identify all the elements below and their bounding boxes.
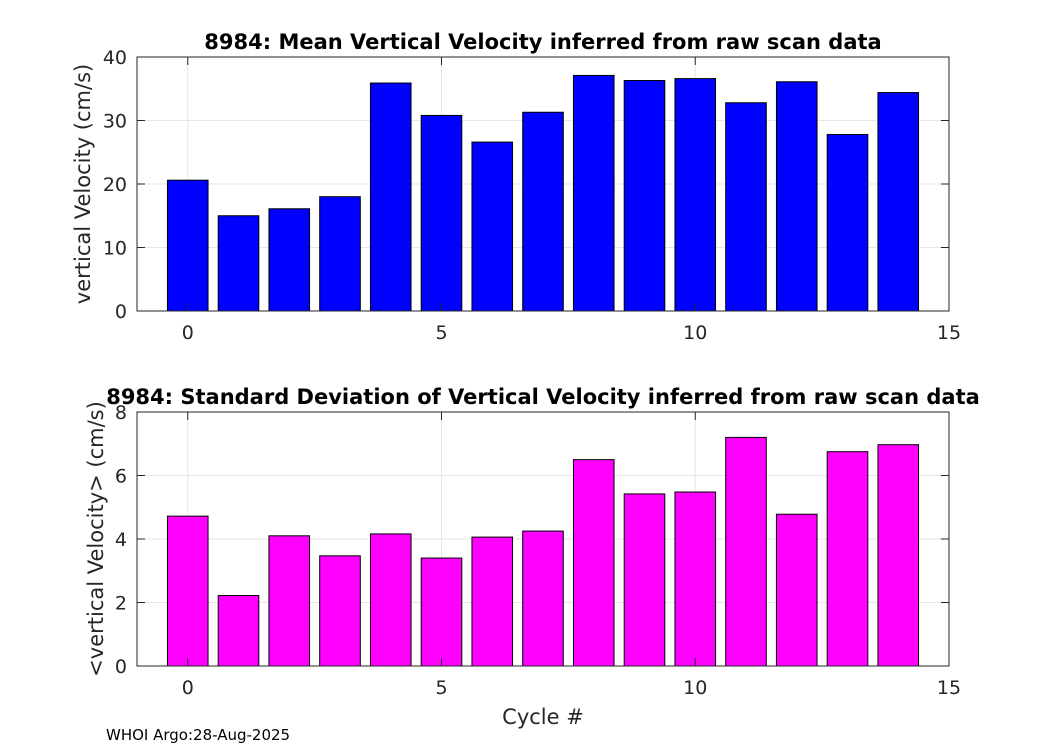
chart2-bar <box>775 513 818 667</box>
chart2-title: 8984: Standard Deviation of Vertical Vel… <box>106 385 980 409</box>
chart2-ylabel: <vertical Velocity> (cm/s) <box>84 401 108 677</box>
chart1-ytick-label: 30 <box>103 111 127 133</box>
chart1-bar <box>166 179 209 312</box>
chart2-bar <box>623 493 666 667</box>
chart1-xtick-label: 5 <box>435 322 447 344</box>
chart2-bar <box>319 555 361 667</box>
chart1-ytick-label: 10 <box>103 238 127 260</box>
footer-credit: WHOI Argo:28-Aug-2025 <box>106 726 291 744</box>
chart2-bar <box>471 536 514 667</box>
chart2-bar <box>877 444 920 667</box>
chart1-bar <box>826 133 869 312</box>
chart2-xlabel: Cycle # <box>502 705 584 729</box>
chart2-ytick-label: 2 <box>115 593 127 615</box>
chart1-bar <box>775 81 818 312</box>
chart1-xtick-label: 10 <box>683 322 707 344</box>
chart1-ytick-label: 40 <box>103 47 127 69</box>
chart1-bar <box>877 92 920 312</box>
chart1-bar <box>471 141 514 312</box>
chart2-xtick-label: 15 <box>937 677 961 699</box>
chart2-xtick-label: 10 <box>683 677 707 699</box>
chart1-bar <box>572 74 615 312</box>
chart1-xtick-label: 15 <box>937 322 961 344</box>
chart1-bar <box>268 208 311 312</box>
chart2-ytick-label: 0 <box>115 656 127 678</box>
chart1-bar <box>420 114 463 312</box>
chart1-ytick-label: 20 <box>103 174 127 196</box>
chart1-xtick-label: 0 <box>182 322 194 344</box>
chart1-bar <box>369 82 412 312</box>
chart2-ytick-label: 6 <box>115 466 127 488</box>
chart2-bar <box>420 557 463 667</box>
chart2-xtick-label: 5 <box>435 677 447 699</box>
chart2-bar <box>166 515 209 667</box>
chart1-bar <box>623 79 666 312</box>
chart2-bar <box>268 535 311 667</box>
chart2-bar <box>674 491 717 667</box>
chart2-xtick-label: 0 <box>182 677 194 699</box>
chart2-bar <box>725 436 767 667</box>
chart1-ytick-label: 0 <box>115 301 127 323</box>
chart1-bar <box>674 78 717 312</box>
chart2-bar <box>369 533 412 667</box>
chart1-bar <box>319 196 361 312</box>
chart1-title: 8984: Mean Vertical Velocity inferred fr… <box>204 30 881 54</box>
chart2-bar <box>217 595 260 667</box>
chart1-bar <box>522 111 564 312</box>
chart2-ytick-label: 4 <box>115 529 127 551</box>
chart2-bar <box>572 459 615 667</box>
chart1-bar <box>725 102 767 312</box>
chart2-bar <box>522 530 564 667</box>
chart2-bar <box>826 451 869 667</box>
chart1-ylabel: vertical Velocity (cm/s) <box>71 64 95 304</box>
chart1-bar <box>217 215 260 312</box>
chart2-ytick-label: 8 <box>115 402 127 424</box>
